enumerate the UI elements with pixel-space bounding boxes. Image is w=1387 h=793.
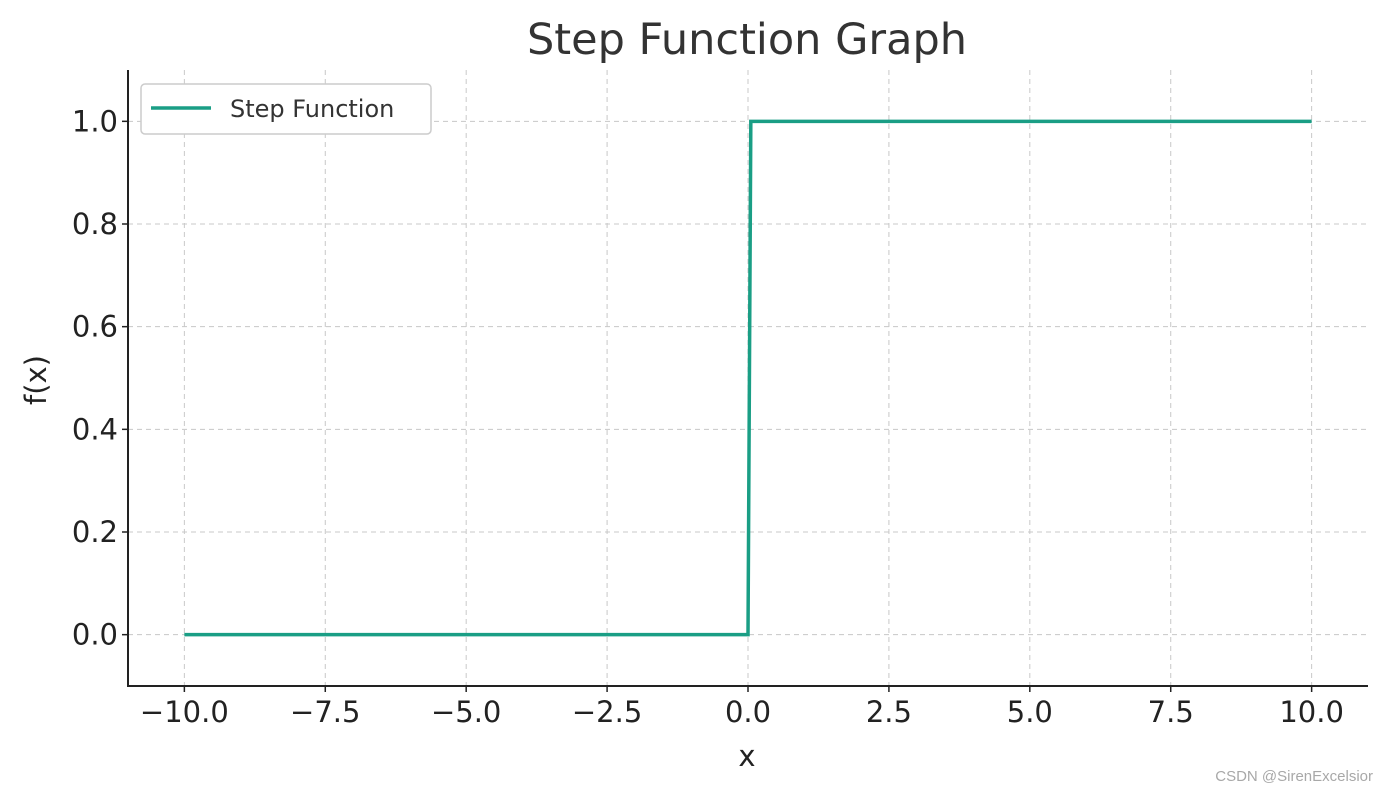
y-tick-label: 1.0 [72,104,118,138]
axis-ticks: −10.0 −7.5 −5.0 −2.5 0.0 2.5 5.0 7.5 10.0 0.0 0.2 0… [72,104,1344,729]
legend-label-step-function: Step Function [230,95,394,123]
x-tick-label: 5.0 [1007,695,1053,729]
x-tick-label: −5.0 [431,695,501,729]
x-tick-label: −7.5 [290,695,360,729]
y-axis-label: f(x) [19,355,53,405]
x-tick-label: −2.5 [572,695,642,729]
y-tick-label: 0.8 [72,207,118,241]
series-line-step-function [184,119,1312,637]
y-tick-label: 0.2 [72,515,118,549]
watermark: CSDN @SirenExcelsior [1215,768,1373,785]
x-tick-label: 10.0 [1279,695,1344,729]
x-axis-label: x [738,739,755,773]
x-tick-label: −10.0 [140,695,229,729]
data-series [184,119,1312,637]
legend: Step Function [140,83,432,135]
x-tick-label: 2.5 [866,695,912,729]
y-tick-label: 0.4 [72,412,118,446]
x-tick-label: 7.5 [1148,695,1194,729]
chart-title: Step Function Graph [527,15,967,65]
y-tick-label: 0.0 [72,618,118,652]
x-tick-label: 0.0 [725,695,771,729]
legend-box [140,83,432,135]
y-tick-label: 0.6 [72,310,118,344]
